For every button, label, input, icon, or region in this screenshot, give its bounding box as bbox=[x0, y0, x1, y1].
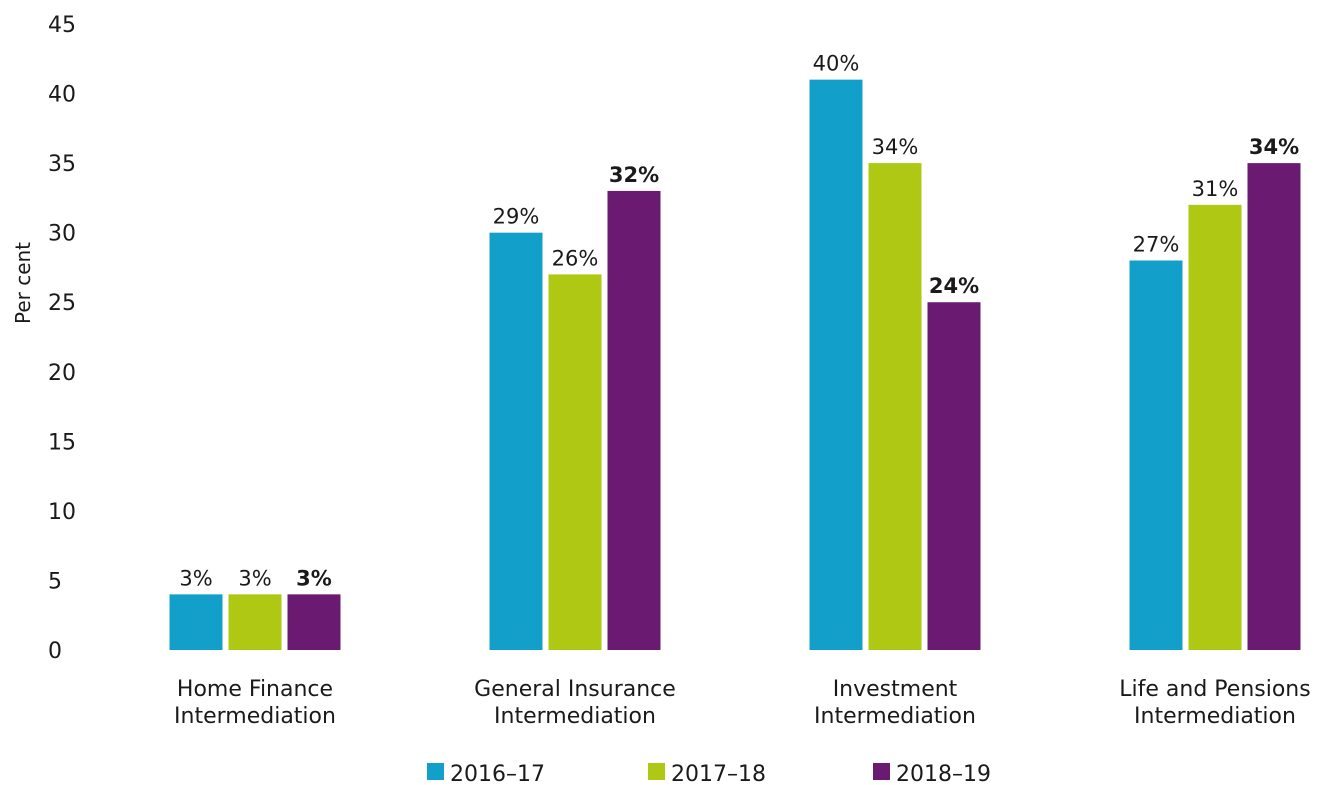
bar bbox=[927, 302, 981, 650]
data-label: 3% bbox=[179, 566, 212, 590]
category-label: Home Finance bbox=[177, 677, 333, 702]
legend-swatch bbox=[427, 763, 444, 780]
bar bbox=[607, 190, 661, 650]
data-label: 40% bbox=[813, 52, 860, 76]
bars bbox=[169, 79, 1301, 650]
category-label: Intermediation bbox=[1134, 704, 1296, 729]
y-tick-label: 45 bbox=[48, 13, 76, 38]
bar bbox=[1129, 260, 1183, 650]
bar bbox=[228, 594, 282, 650]
legend-label: 2017–18 bbox=[671, 762, 766, 785]
legend-label: 2016–17 bbox=[450, 762, 545, 785]
data-label: 3% bbox=[296, 566, 332, 590]
data-label: 3% bbox=[238, 566, 271, 590]
category-label: Intermediation bbox=[814, 704, 976, 729]
category-label: Intermediation bbox=[174, 704, 336, 729]
bar bbox=[809, 79, 863, 650]
legend-swatch bbox=[873, 763, 890, 780]
category-label: General Insurance bbox=[474, 677, 676, 702]
category-label: Investment bbox=[833, 677, 958, 702]
y-tick-label: 5 bbox=[48, 569, 62, 594]
category-label: Intermediation bbox=[494, 704, 656, 729]
y-tick-label: 25 bbox=[48, 291, 76, 316]
bar bbox=[489, 232, 543, 650]
data-label: 29% bbox=[493, 205, 540, 229]
data-label: 24% bbox=[929, 274, 979, 298]
legend-swatch bbox=[648, 763, 665, 780]
data-label: 34% bbox=[872, 135, 919, 159]
data-labels: 3% 3% 3% 29% 26% 32% 40% 34% 24% 27% 31% 34% bbox=[179, 52, 1299, 591]
bar bbox=[169, 594, 223, 650]
y-tick-label: 20 bbox=[48, 361, 76, 386]
y-tick-label: 0 bbox=[48, 639, 62, 664]
y-axis-label: Per cent bbox=[11, 242, 35, 324]
bar bbox=[1188, 204, 1242, 650]
y-tick-label: 35 bbox=[48, 152, 76, 177]
data-label: 31% bbox=[1192, 177, 1239, 201]
bar bbox=[287, 594, 341, 650]
bar bbox=[868, 163, 922, 650]
bar bbox=[1247, 163, 1301, 650]
data-label: 26% bbox=[552, 246, 599, 270]
category-label: Life and Pensions bbox=[1119, 677, 1310, 702]
y-tick-label: 15 bbox=[48, 430, 76, 455]
y-tick-label: 10 bbox=[48, 500, 76, 525]
bar bbox=[548, 274, 602, 650]
data-label: 34% bbox=[1249, 135, 1299, 159]
legend-label: 2018–19 bbox=[896, 762, 991, 785]
data-label: 27% bbox=[1133, 232, 1180, 256]
y-tick-label: 40 bbox=[48, 83, 76, 108]
legend: 2016–17 2017–18 2018–19 bbox=[427, 762, 991, 785]
data-label: 32% bbox=[609, 163, 659, 187]
y-axis: 0 5 10 15 20 25 30 35 40 45 bbox=[48, 13, 76, 664]
y-tick-label: 30 bbox=[48, 222, 76, 247]
